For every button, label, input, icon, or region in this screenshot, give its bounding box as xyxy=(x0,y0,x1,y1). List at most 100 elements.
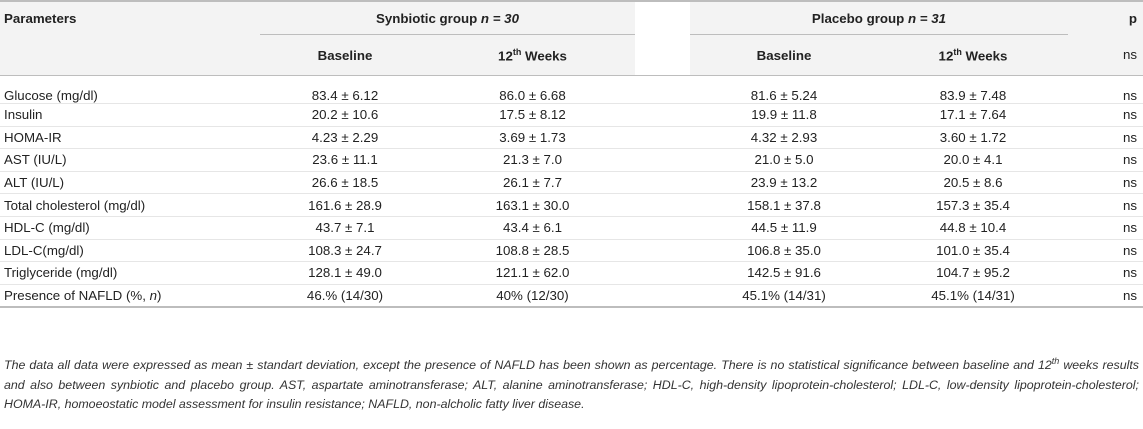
cell-syn-12: 21.3 ± 7.0 xyxy=(430,148,635,172)
cell-gap xyxy=(635,171,690,195)
syn-weeks-sup: th xyxy=(512,46,522,57)
table-footnote: The data all data were expressed as mean… xyxy=(4,352,1139,415)
cell-pla-baseline: 44.5 ± 11.9 xyxy=(690,216,878,240)
table-row: LDL-C(mg/dl) 108.3 ± 24.7 108.8 ± 28.5 1… xyxy=(0,239,1143,263)
cell-param: Total cholesterol (mg/dl) xyxy=(0,193,260,217)
cell-p: ns xyxy=(1068,193,1143,217)
placebo-group-label: Placebo group xyxy=(811,10,905,26)
placebo-n: n = 31 xyxy=(907,10,947,26)
table-row: HOMA-IR 4.23 ± 2.29 3.69 ± 1.73 4.32 ± 2… xyxy=(0,126,1143,150)
cell-p: ns xyxy=(1068,239,1143,263)
footnote-sup: th xyxy=(1051,356,1060,366)
cell-pla-baseline: 21.0 ± 5.0 xyxy=(690,148,878,172)
cell-gap xyxy=(635,148,690,172)
header-gap-2 xyxy=(635,34,690,76)
syn-weeks-num: 12 xyxy=(498,48,513,64)
cell-pla-baseline: 158.1 ± 37.8 xyxy=(690,193,878,217)
cell-syn-baseline: 46.% (14/30) xyxy=(260,284,430,308)
cell-syn-baseline: 161.6 ± 28.9 xyxy=(260,193,430,217)
table-row: AST (IU/L) 23.6 ± 11.1 21.3 ± 7.0 21.0 ±… xyxy=(0,148,1143,172)
param-italic-n: n xyxy=(149,287,157,303)
cell-syn-baseline: 128.1 ± 49.0 xyxy=(260,261,430,285)
cell-p: ns xyxy=(1068,261,1143,285)
param-text: Presence of NAFLD (%, xyxy=(4,287,150,303)
header-p-ns: ns xyxy=(1068,34,1143,76)
cell-p: ns xyxy=(1068,216,1143,240)
table-row: HDL-C (mg/dl) 43.7 ± 7.1 43.4 ± 6.1 44.5… xyxy=(0,216,1143,240)
cell-p: ns xyxy=(1068,75,1143,104)
cell-param: HOMA-IR xyxy=(0,126,260,150)
cell-gap xyxy=(635,261,690,285)
pla-weeks-num: 12 xyxy=(938,48,954,64)
cell-p: ns xyxy=(1068,126,1143,150)
cell-p: ns xyxy=(1068,103,1143,127)
header-parameters: Parameters xyxy=(0,0,260,35)
cell-gap xyxy=(635,126,690,150)
cell-param: Triglyceride (mg/dl) xyxy=(0,261,260,285)
cell-param: HDL-C (mg/dl) xyxy=(0,216,260,240)
cell-pla-baseline: 23.9 ± 13.2 xyxy=(690,171,878,195)
cell-syn-12: 121.1 ± 62.0 xyxy=(430,261,635,285)
cell-p: ns xyxy=(1068,284,1143,308)
cell-syn-baseline: 83.4 ± 6.12 xyxy=(260,75,430,104)
cell-syn-12: 86.0 ± 6.68 xyxy=(430,75,635,104)
cell-syn-baseline: 108.3 ± 24.7 xyxy=(260,239,430,263)
cell-pla-12: 104.7 ± 95.2 xyxy=(878,261,1068,285)
table-row: Total cholesterol (mg/dl) 161.6 ± 28.9 1… xyxy=(0,193,1143,217)
cell-gap xyxy=(635,216,690,240)
cell-param: Presence of NAFLD (%, n) xyxy=(0,284,260,308)
header-syn-baseline: Baseline xyxy=(260,34,430,76)
cell-pla-baseline: 4.32 ± 2.93 xyxy=(690,126,878,150)
cell-pla-12: 83.9 ± 7.48 xyxy=(878,75,1068,104)
synbiotic-group-label: Synbiotic group xyxy=(376,10,478,26)
header-row-columns: Baseline 12th Weeks Baseline 12th Weeks … xyxy=(0,34,1143,76)
cell-syn-12: 26.1 ± 7.7 xyxy=(430,171,635,195)
cell-param: AST (IU/L) xyxy=(0,148,260,172)
cell-pla-baseline: 142.5 ± 91.6 xyxy=(690,261,878,285)
cell-pla-12: 17.1 ± 7.64 xyxy=(878,103,1068,127)
cell-pla-baseline: 19.9 ± 11.8 xyxy=(690,103,878,127)
header-gap xyxy=(635,0,690,35)
cell-p: ns xyxy=(1068,148,1143,172)
cell-gap xyxy=(635,103,690,127)
pla-weeks-word: Weeks xyxy=(965,48,1008,64)
cell-p: ns xyxy=(1068,171,1143,195)
cell-param: Insulin xyxy=(0,103,260,127)
cell-pla-baseline: 81.6 ± 5.24 xyxy=(690,75,878,104)
cell-syn-baseline: 43.7 ± 7.1 xyxy=(260,216,430,240)
cell-syn-baseline: 20.2 ± 10.6 xyxy=(260,103,430,127)
cell-syn-12: 108.8 ± 28.5 xyxy=(430,239,635,263)
cell-syn-baseline: 23.6 ± 11.1 xyxy=(260,148,430,172)
cell-param: ALT (IU/L) xyxy=(0,171,260,195)
cell-pla-baseline: 45.1% (14/31) xyxy=(690,284,878,308)
cell-pla-12: 45.1% (14/31) xyxy=(878,284,1068,308)
cell-pla-12: 101.0 ± 35.4 xyxy=(878,239,1068,263)
footnote-part2: weeks results and also between synbiotic… xyxy=(4,358,1139,412)
cell-syn-12: 40% (12/30) xyxy=(430,284,635,308)
table-row: Insulin 20.2 ± 10.6 17.5 ± 8.12 19.9 ± 1… xyxy=(0,103,1143,127)
cell-param: Glucose (mg/dl) xyxy=(0,75,260,104)
cell-syn-12: 3.69 ± 1.73 xyxy=(430,126,635,150)
table-row: Presence of NAFLD (%, n) 46.% (14/30) 40… xyxy=(0,284,1143,308)
table-row: Glucose (mg/dl) 83.4 ± 6.12 86.0 ± 6.68 … xyxy=(0,75,1143,104)
results-table: Parameters Synbiotic group n = 30 Placeb… xyxy=(0,0,1143,308)
cell-pla-12: 44.8 ± 10.4 xyxy=(878,216,1068,240)
table-row: ALT (IU/L) 26.6 ± 18.5 26.1 ± 7.7 23.9 ±… xyxy=(0,171,1143,195)
pla-weeks-sup: th xyxy=(953,46,962,57)
footnote-part1: The data all data were expressed as mean… xyxy=(4,358,1052,373)
synbiotic-n: n = 30 xyxy=(480,10,519,26)
cell-pla-12: 157.3 ± 35.4 xyxy=(878,193,1068,217)
cell-pla-12: 20.5 ± 8.6 xyxy=(878,171,1068,195)
cell-syn-12: 43.4 ± 6.1 xyxy=(430,216,635,240)
cell-pla-baseline: 106.8 ± 35.0 xyxy=(690,239,878,263)
header-placebo-group: Placebo group n = 31 xyxy=(690,0,1068,35)
header-p: p xyxy=(1068,0,1143,35)
header-synbiotic-group: Synbiotic group n = 30 xyxy=(260,0,635,35)
cell-gap xyxy=(635,284,690,308)
cell-syn-12: 163.1 ± 30.0 xyxy=(430,193,635,217)
cell-gap xyxy=(635,193,690,217)
syn-weeks-word: Weeks xyxy=(525,48,567,64)
table-row: Triglyceride (mg/dl) 128.1 ± 49.0 121.1 … xyxy=(0,261,1143,285)
header-pla-baseline: Baseline xyxy=(690,34,878,76)
